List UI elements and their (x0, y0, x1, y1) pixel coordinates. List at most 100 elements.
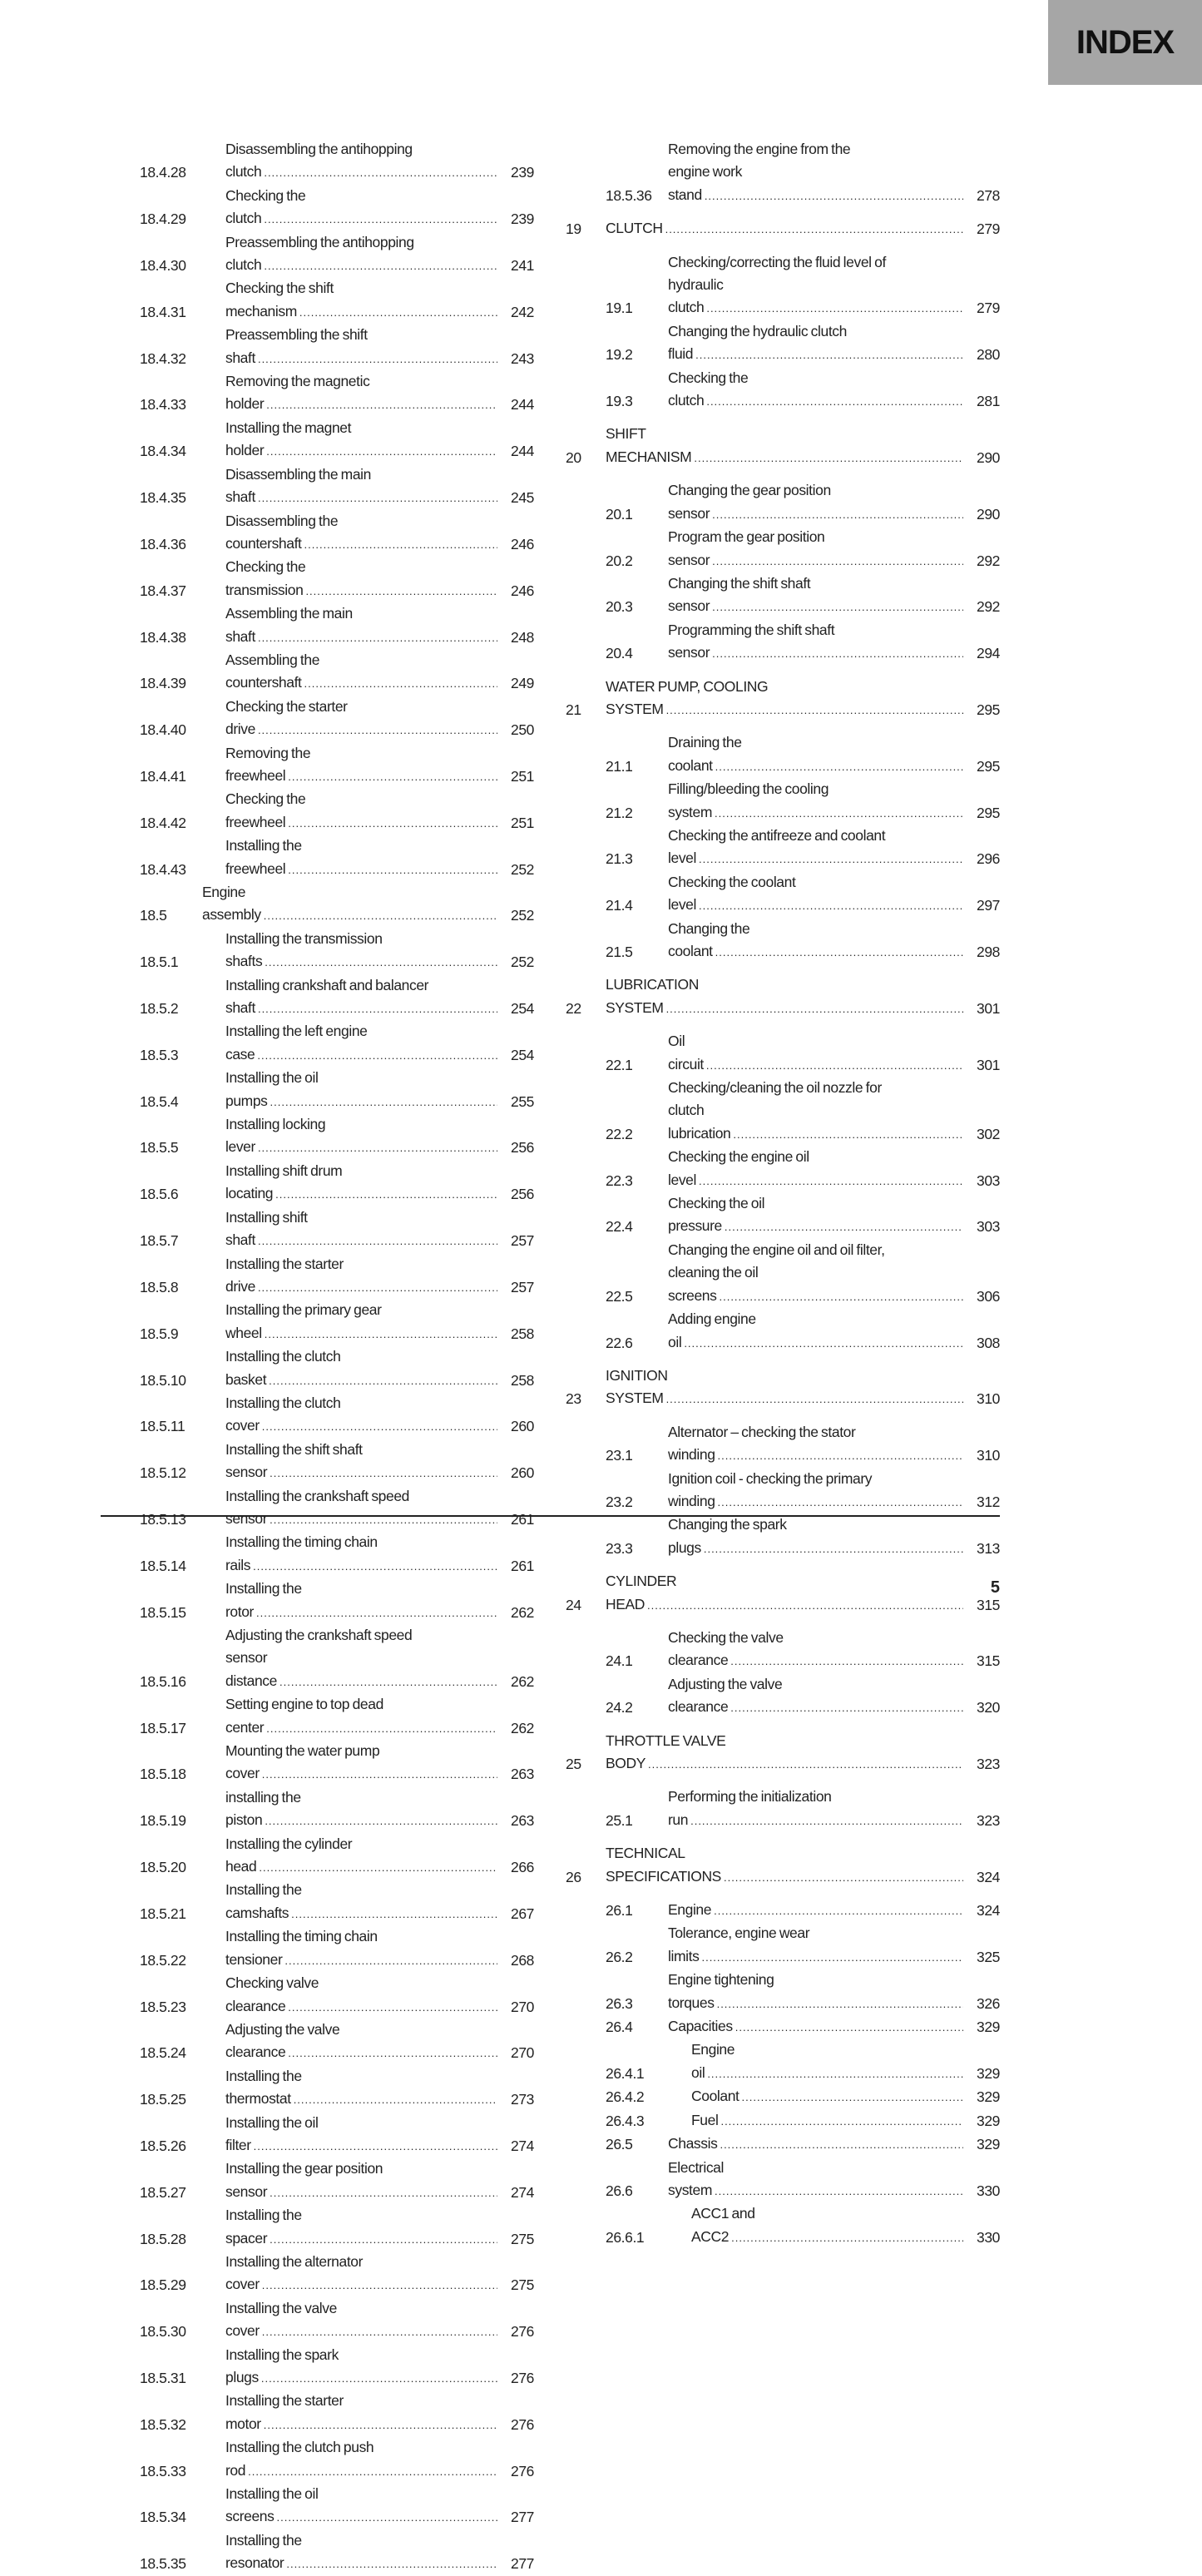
toc-chapter-entry[interactable]: 19 CLUTCH................................… (566, 217, 1000, 240)
toc-entry[interactable]: 18.4.31 Checking the shift mechanism.....… (140, 277, 534, 324)
toc-entry[interactable]: 18.4.36 Disassembling the countershaft...… (140, 510, 534, 557)
toc-entry[interactable]: 18.5.25 Installing the thermostat........… (140, 2065, 534, 2112)
toc-entry[interactable]: 18.5.26 Installing the oil filter........… (140, 2112, 534, 2158)
toc-entry[interactable]: 23.1 Alternator – checking the stator win… (566, 1421, 1000, 1468)
toc-entry[interactable]: 18.4.32 Preassembling the shift shaft....… (140, 324, 534, 370)
toc-entry[interactable]: 22.4 Checking the oil pressure...........… (566, 1192, 1000, 1239)
toc-entry[interactable]: 20.3 Changing the shift shaft sensor.....… (566, 572, 1000, 619)
toc-entry[interactable]: 18.5.1 Installing the transmission shafts… (140, 928, 534, 974)
toc-chapter-entry[interactable]: 25 THROTTLE VALVE BODY...................… (566, 1730, 1000, 1776)
toc-entry[interactable]: 18.4.35 Disassembling the main shaft.....… (140, 463, 534, 510)
toc-entry[interactable]: 18.5.20 Installing the cylinder head.....… (140, 1833, 534, 1880)
toc-entry[interactable]: 26.5 Chassis.............................… (566, 2133, 1000, 2156)
toc-entry[interactable]: 18.5.4 Installing the oil pumps..........… (140, 1067, 534, 1113)
toc-entry[interactable]: 18.5.36 Removing the engine from the engi… (566, 138, 1000, 207)
toc-entry[interactable]: 18.5.19 installing the piston............… (140, 1786, 534, 1833)
toc-entry[interactable]: 18.4.41 Removing the freewheel...........… (140, 742, 534, 789)
toc-entry[interactable]: 19.2 Changing the hydraulic clutch fluid.… (566, 320, 1000, 367)
toc-chapter-entry[interactable]: 22 LUBRICATION SYSTEM....................… (566, 973, 1000, 1020)
toc-entry[interactable]: 18.5.28 Installing the spacer............… (140, 2204, 534, 2251)
toc-entry[interactable]: 20.4 Programming the shift shaft sensor..… (566, 619, 1000, 666)
toc-entry[interactable]: 26.4.1 Engine oil........................… (566, 2039, 1000, 2085)
toc-entry[interactable]: 18.5.21 Installing the camshafts.........… (140, 1879, 534, 1925)
toc-entry[interactable]: 22.6 Adding engine oil...................… (566, 1308, 1000, 1355)
toc-entry[interactable]: 18.5.35 Installing the resonator.........… (140, 2529, 534, 2576)
toc-entry[interactable]: 18.5.6 Installing shift drum locating....… (140, 1160, 534, 1206)
toc-entry[interactable]: 18.5.5 Installing locking lever..........… (140, 1113, 534, 1160)
toc-entry[interactable]: 18.5.13 Installing the crankshaft speed s… (140, 1485, 534, 1532)
toc-entry[interactable]: 26.1 Engine..............................… (566, 1899, 1000, 1922)
toc-entry[interactable]: 18.5.27 Installing the gear position sens… (140, 2157, 534, 2204)
toc-entry[interactable]: 18.5.30 Installing the valve cover.......… (140, 2297, 534, 2344)
index-tab: INDEX (1048, 0, 1202, 85)
toc-entry[interactable]: 18.4.39 Assembling the countershaft......… (140, 649, 534, 696)
toc-entry[interactable]: 18.4.28 Disassembling the antihopping clu… (140, 138, 534, 185)
toc-entry[interactable]: 18.5.10 Installing the clutch basket.....… (140, 1345, 534, 1392)
toc-entry[interactable]: 26.6.1 ACC1 and ACC2.....................… (566, 2202, 1000, 2249)
toc-entry[interactable]: 18.5.23 Checking valve clearance.........… (140, 1972, 534, 2019)
toc-entry[interactable]: 23.2 Ignition coil - checking the primary… (566, 1468, 1000, 1514)
toc-entry[interactable]: 22.3 Checking the engine oil level.......… (566, 1146, 1000, 1192)
toc-entry[interactable]: 21.2 Filling/bleeding the cooling system.… (566, 778, 1000, 825)
toc-entry[interactable]: 18.4.29 Checking the clutch..............… (140, 185, 534, 231)
dot-leader: ........................................… (647, 1598, 963, 1612)
toc-entry[interactable]: 26.4.2 Coolant...........................… (566, 2085, 1000, 2108)
toc-entry[interactable]: 18.5.24 Adjusting the valve clearance....… (140, 2019, 534, 2065)
toc-entry[interactable]: 21.5 Changing the coolant................… (566, 918, 1000, 964)
toc-entry[interactable]: 24.2 Adjusting the valve clearance.......… (566, 1673, 1000, 1720)
toc-entry[interactable]: 26.4 Capacities..........................… (566, 2015, 1000, 2039)
toc-entry[interactable]: 18.5.12 Installing the shift shaft sensor… (140, 1439, 534, 1485)
toc-entry[interactable]: 18.5.18 Mounting the water pump cover....… (140, 1740, 534, 1786)
toc-entry[interactable]: 20.1 Changing the gear position sensor...… (566, 479, 1000, 526)
toc-entry[interactable]: 26.6 Electrical system...................… (566, 2157, 1000, 2203)
toc-entry[interactable]: 18.5.31 Installing the spark plugs.......… (140, 2344, 534, 2390)
toc-entry[interactable]: 20.2 Program the gear position sensor....… (566, 526, 1000, 572)
toc-entry[interactable]: 18.5.11 Installing the clutch cover......… (140, 1392, 534, 1439)
toc-entry[interactable]: 26.3 Engine tightening torques...........… (566, 1969, 1000, 2015)
toc-entry[interactable]: 18.4.34 Installing the magnet holder.....… (140, 417, 534, 463)
toc-entry[interactable]: 18.5.9 Installing the primary gear wheel.… (140, 1299, 534, 1345)
entry-number: 18.5.16 (140, 1672, 186, 1690)
toc-entry[interactable]: 18.5.7 Installing shift shaft............… (140, 1206, 534, 1253)
toc-entry[interactable]: 18.4.43 Installing the freewheel.........… (140, 835, 534, 881)
toc-entry[interactable]: 18.5.15 Installing the rotor.............… (140, 1578, 534, 1624)
toc-entry[interactable]: 18.5.2 Installing crankshaft and balancer… (140, 974, 534, 1021)
toc-entry[interactable]: 26.2 Tolerance, engine wear limits.......… (566, 1922, 1000, 1969)
toc-entry[interactable]: 23.3 Changing the spark plugs............… (566, 1513, 1000, 1560)
toc-entry[interactable]: 19.3 Checking the clutch.................… (566, 367, 1000, 414)
toc-chapter-entry[interactable]: 26 TECHNICAL SPECIFICATIONS..............… (566, 1842, 1000, 1889)
toc-entry[interactable]: 22.2 Checking/cleaning the oil nozzle for… (566, 1077, 1000, 1146)
toc-right-column: 18.5.36 Removing the engine from the engi… (566, 138, 1000, 2249)
toc-entry[interactable]: 18.5.29 Installing the alternator cover..… (140, 2251, 534, 2297)
entry-page: 262 (511, 1672, 534, 1690)
toc-entry[interactable]: 21.4 Checking the coolant level..........… (566, 871, 1000, 918)
toc-chapter-entry[interactable]: 21 WATER PUMP, COOLING SYSTEM............… (566, 676, 1000, 722)
toc-chapter-entry[interactable]: 20 SHIFT MECHANISM.......................… (566, 423, 1000, 469)
toc-entry[interactable]: 18.5.34 Installing the oil screens.......… (140, 2483, 534, 2529)
toc-entry[interactable]: 18.4.42 Checking the freewheel...........… (140, 788, 534, 835)
toc-entry[interactable]: 21.1 Draining the coolant................… (566, 731, 1000, 778)
toc-entry[interactable]: 18.5.17 Setting engine to top dead center… (140, 1693, 534, 1740)
toc-entry[interactable]: 18.4.33 Removing the magnetic holder.....… (140, 370, 534, 417)
toc-entry[interactable]: 18.4.37 Checking the transmission........… (140, 556, 534, 602)
toc-chapter-entry[interactable]: 24 CYLINDER HEAD.........................… (566, 1570, 1000, 1617)
toc-entry[interactable]: 26.4.3 Fuel..............................… (566, 2109, 1000, 2133)
toc-entry[interactable]: 22.1 Oil circuit.........................… (566, 1030, 1000, 1077)
toc-entry[interactable]: 18.4.30 Preassembling the antihopping clu… (140, 231, 534, 278)
toc-entry[interactable]: 18.5.14 Installing the timing chain rails… (140, 1531, 534, 1578)
toc-entry[interactable]: 22.5 Changing the engine oil and oil filt… (566, 1239, 1000, 1308)
toc-entry[interactable]: 18.5.22 Installing the timing chain tensi… (140, 1925, 534, 1972)
toc-entry[interactable]: 18.5.33 Installing the clutch push rod...… (140, 2436, 534, 2483)
toc-entry[interactable]: 18.5 Engine assembly.....................… (140, 881, 534, 928)
toc-entry[interactable]: 18.4.38 Assembling the main shaft........… (140, 602, 534, 649)
toc-entry[interactable]: 18.5.3 Installing the left engine case...… (140, 1020, 534, 1067)
toc-entry[interactable]: 25.1 Performing the initialization run...… (566, 1786, 1000, 1832)
toc-entry[interactable]: 19.1 Checking/correcting the fluid level … (566, 251, 1000, 320)
toc-entry[interactable]: 18.5.32 Installing the starter motor.....… (140, 2390, 534, 2436)
toc-chapter-entry[interactable]: 23 IGNITION SYSTEM.......................… (566, 1365, 1000, 1411)
toc-entry[interactable]: 18.4.40 Checking the starter drive.......… (140, 696, 534, 742)
toc-entry[interactable]: 18.5.8 Installing the starter drive......… (140, 1253, 534, 1300)
toc-entry[interactable]: 24.1 Checking the valve clearance........… (566, 1627, 1000, 1673)
toc-entry[interactable]: 18.5.16 Adjusting the crankshaft speed se… (140, 1624, 534, 1693)
toc-entry[interactable]: 21.3 Checking the antifreeze and coolant … (566, 825, 1000, 871)
